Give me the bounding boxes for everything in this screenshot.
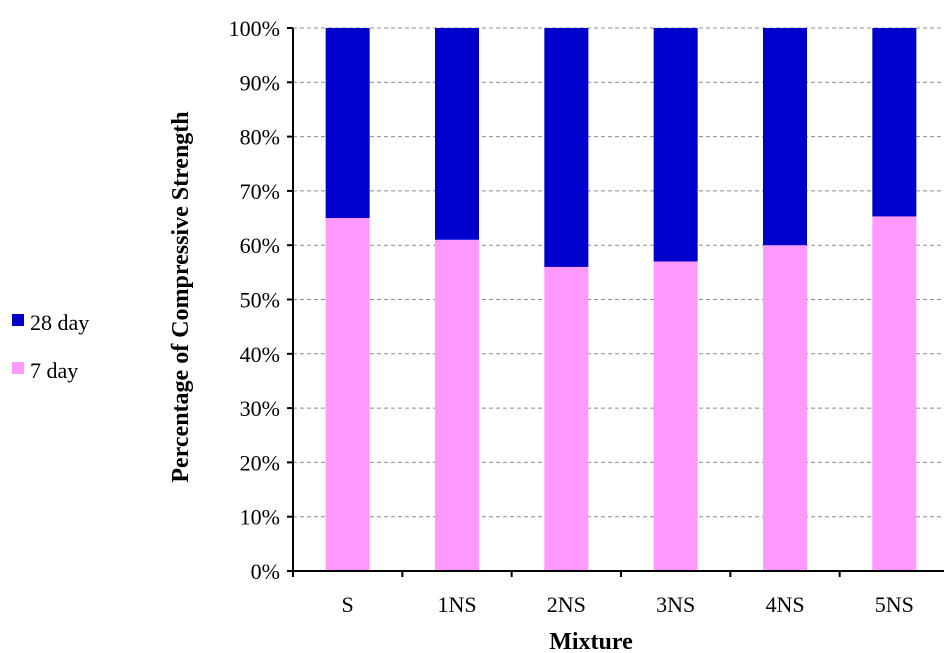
bar-28-day-2NS [544,28,589,267]
x-tick-label: 4NS [765,592,804,617]
x-tick-label: 2NS [547,592,586,617]
bar-28-day-3NS [653,28,698,262]
x-tick-label: S [342,592,354,617]
y-tick-label: 90% [240,70,280,95]
x-tick-label: 1NS [437,592,476,617]
x-axis-title: Mixture [549,629,633,653]
bars [325,28,917,572]
axes [287,27,944,577]
y-tick-label: 70% [240,179,280,204]
bar-28-day-1NS [435,28,479,240]
bar-7-day-2NS [544,266,589,571]
y-tick-label: 40% [240,342,280,367]
legend: 28 day 7 day [12,310,89,383]
bar-28-day-5NS [872,28,917,217]
x-tick-labels: S 1NS 2NS 3NS 4NS 5NS [342,592,914,617]
y-tick-labels: 0% 10% 20% 30% 40% 50% 60% 70% 80% 90% 100% [229,16,280,584]
legend-swatch-7-day [12,362,24,374]
x-tick-label: 3NS [656,592,695,617]
bar-28-day-S [325,28,370,219]
y-tick-label: 20% [240,450,280,475]
y-axis-title: Percentage of Compressive Strength [168,111,194,482]
y-tick-label: 80% [240,125,280,150]
legend-swatch-28-day [12,314,24,326]
gridlines [293,27,944,518]
x-tick-label: 5NS [875,592,914,617]
bar-28-day-4NS [763,28,807,246]
legend-label: 28 day [30,310,89,335]
bar-7-day-S [325,218,370,572]
y-tick-label: 100% [229,16,280,41]
y-tick-label: 10% [240,505,280,530]
bar-7-day-1NS [435,239,479,571]
y-tick-label: 50% [240,288,280,313]
legend-label: 7 day [30,358,78,383]
y-tick-label: 0% [251,559,280,584]
bar-7-day-4NS [763,245,807,571]
bar-7-day-3NS [653,261,698,571]
bar-7-day-5NS [872,216,917,571]
y-tick-label: 60% [240,233,280,258]
y-tick-label: 30% [240,396,280,421]
